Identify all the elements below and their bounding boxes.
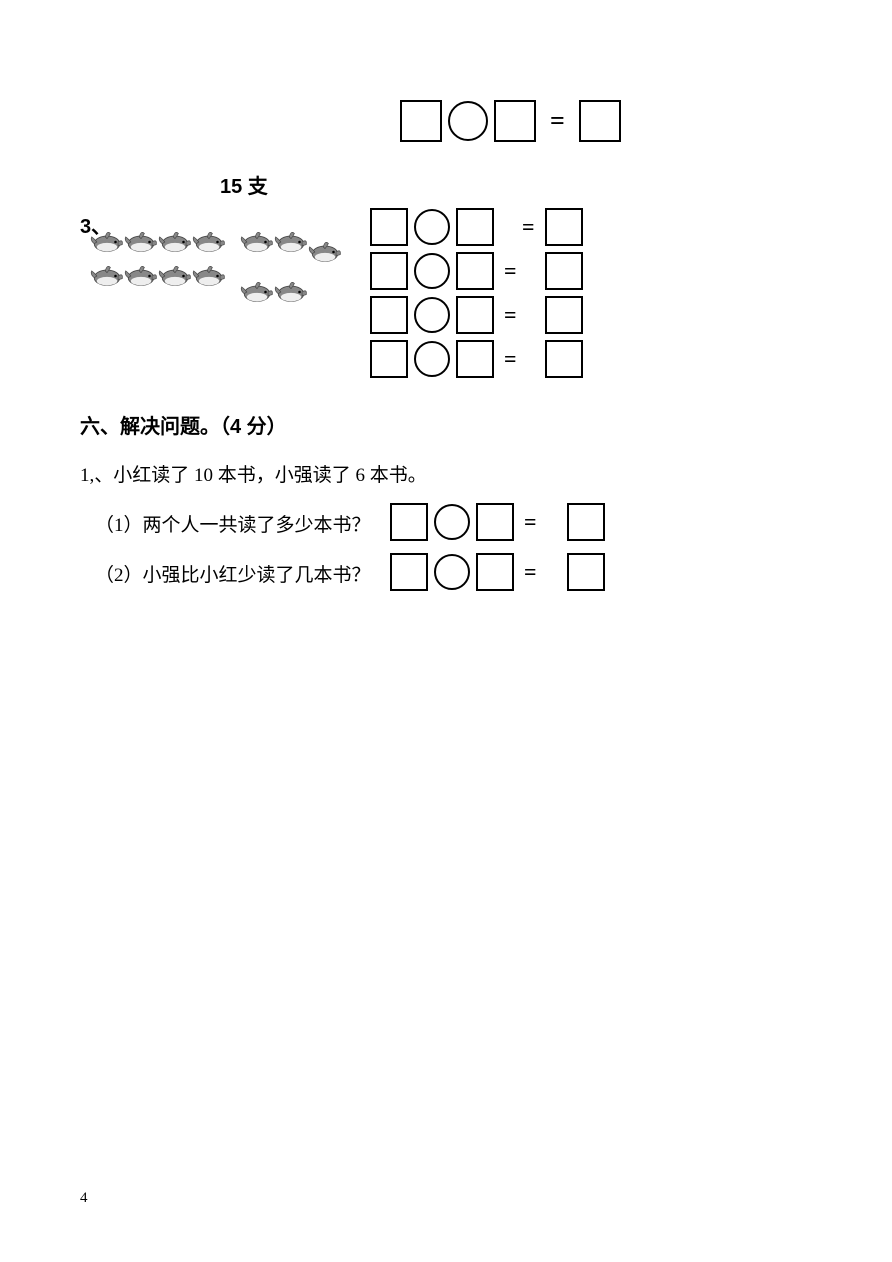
dolphin-row xyxy=(240,275,342,309)
equation-row: = xyxy=(370,340,583,378)
top-equation: = xyxy=(400,100,621,148)
equals-sign: = xyxy=(524,509,537,535)
input-box[interactable] xyxy=(390,553,428,591)
operator-circle[interactable] xyxy=(414,297,450,333)
dolphin-icon xyxy=(124,225,158,259)
dolphin-row xyxy=(90,225,226,259)
input-box[interactable] xyxy=(456,208,494,246)
section-6-header: 六、解决问题。（4 分） xyxy=(80,410,287,439)
equals-sign: = xyxy=(504,346,517,372)
equation-row: = xyxy=(370,252,583,290)
equation-row: = xyxy=(370,208,583,246)
dolphin-icon xyxy=(240,225,274,259)
input-box[interactable] xyxy=(494,100,536,142)
equals-sign: = xyxy=(504,258,517,284)
equation-stack: = = = = xyxy=(370,208,583,384)
operator-circle[interactable] xyxy=(414,209,450,245)
input-box[interactable] xyxy=(370,296,408,334)
dolphin-icon xyxy=(90,225,124,259)
label-15-zhi: 15 支 xyxy=(220,170,268,199)
equals-sign: = xyxy=(550,106,565,136)
input-box[interactable] xyxy=(400,100,442,142)
equation-q1-2: = xyxy=(390,553,605,597)
dolphin-row xyxy=(240,225,342,275)
dolphin-icon xyxy=(192,225,226,259)
dolphin-icon xyxy=(124,259,158,293)
result-box[interactable] xyxy=(567,503,605,541)
input-box[interactable] xyxy=(390,503,428,541)
dolphin-icon xyxy=(240,275,274,309)
dolphin-icon xyxy=(192,259,226,293)
dolphin-icon xyxy=(90,259,124,293)
input-box[interactable] xyxy=(370,208,408,246)
input-box[interactable] xyxy=(476,553,514,591)
input-box[interactable] xyxy=(456,340,494,378)
result-box[interactable] xyxy=(545,296,583,334)
operator-circle[interactable] xyxy=(448,101,488,141)
equals-sign: = xyxy=(504,302,517,328)
dolphin-icon xyxy=(274,275,308,309)
dolphin-icon xyxy=(158,225,192,259)
input-box[interactable] xyxy=(456,296,494,334)
dolphin-icon xyxy=(274,225,308,259)
dolphin-group-right xyxy=(240,225,342,309)
result-box[interactable] xyxy=(567,553,605,591)
input-box[interactable] xyxy=(476,503,514,541)
dolphin-icon xyxy=(158,259,192,293)
input-box[interactable] xyxy=(456,252,494,290)
result-box[interactable] xyxy=(545,208,583,246)
dolphin-group-left xyxy=(90,225,226,293)
question-1-sub-1: （1）两个人一共读了多少本书？ xyxy=(95,510,371,537)
page-number: 4 xyxy=(80,1190,88,1207)
equals-sign: = xyxy=(524,559,537,585)
equation-q1-1: = xyxy=(390,503,605,547)
operator-circle[interactable] xyxy=(434,504,470,540)
operator-circle[interactable] xyxy=(414,253,450,289)
result-box[interactable] xyxy=(579,100,621,142)
operator-circle[interactable] xyxy=(414,341,450,377)
result-box[interactable] xyxy=(545,252,583,290)
input-box[interactable] xyxy=(370,340,408,378)
equation-row: = xyxy=(370,296,583,334)
operator-circle[interactable] xyxy=(434,554,470,590)
dolphin-row xyxy=(90,259,226,293)
question-1-sub-2: （2）小强比小红少读了几本书？ xyxy=(95,560,371,587)
input-box[interactable] xyxy=(370,252,408,290)
result-box[interactable] xyxy=(545,340,583,378)
equals-sign: = xyxy=(522,214,535,240)
dolphin-icon xyxy=(308,235,342,269)
question-1-text: 1,、小红读了 10 本书，小强读了 6 本书。 xyxy=(80,460,427,487)
